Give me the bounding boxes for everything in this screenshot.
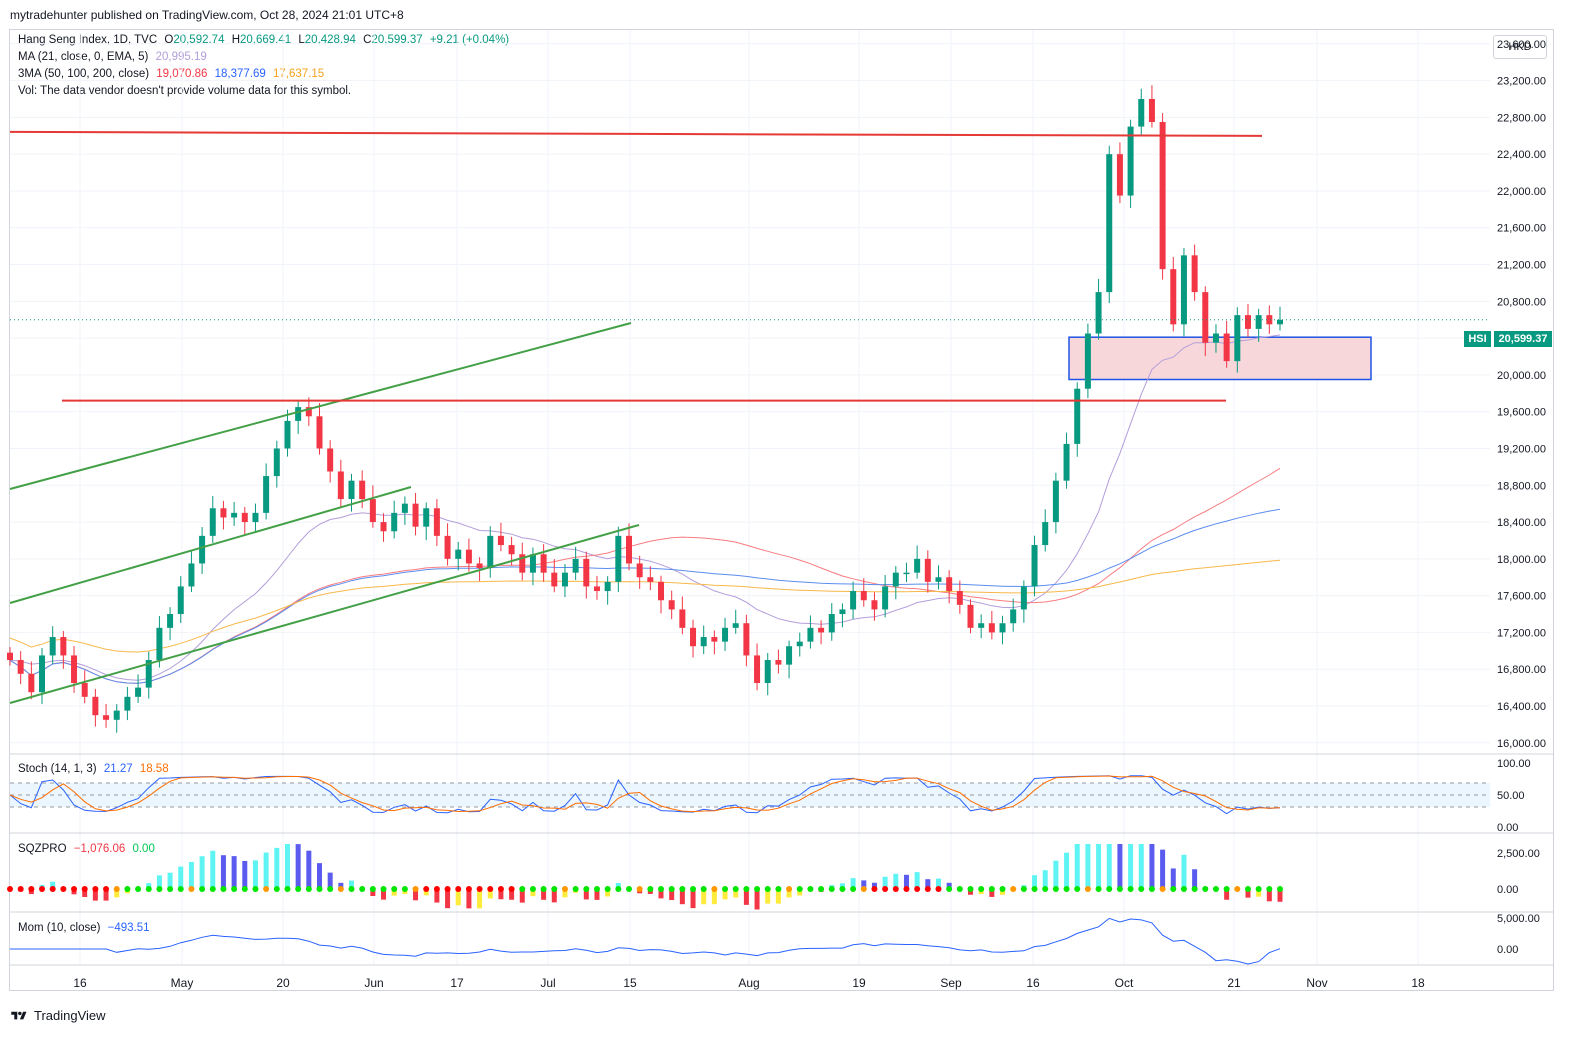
publisher-line: mytradehunter published on TradingView.c… bbox=[10, 8, 404, 22]
legend-volume: Vol: The data vendor doesn't provide vol… bbox=[18, 85, 352, 97]
sqz-legend: SQZPRO −1,076.06 0.00 bbox=[18, 843, 159, 855]
ma-label: MA (21, close, 0, EMA, 5) bbox=[18, 51, 149, 63]
stoch-d: 18.58 bbox=[139, 763, 169, 775]
tma-v2: 18,377.69 bbox=[214, 68, 266, 80]
tma-v1: 19,070.86 bbox=[156, 68, 208, 80]
stoch-legend: Stoch (14, 1, 3) 21.27 18.58 bbox=[18, 763, 173, 775]
ma-value: 20,995.19 bbox=[155, 51, 207, 63]
mom-value: −493.51 bbox=[107, 922, 150, 934]
tma-v3: 17,637.15 bbox=[273, 68, 325, 80]
legend-ohlc: Hang Seng Index, 1D, TVC O20,592.74 H20,… bbox=[18, 34, 510, 46]
sqz-value2: 0.00 bbox=[132, 843, 155, 855]
legend-high: 20,669.41 bbox=[240, 34, 292, 46]
stoch-label: Stoch (14, 1, 3) bbox=[18, 763, 97, 775]
legend-symbol: Hang Seng Index, 1D, TVC bbox=[18, 34, 158, 46]
chart-frame bbox=[9, 29, 1554, 991]
mom-legend: Mom (10, close) −493.51 bbox=[18, 922, 154, 934]
mom-label: Mom (10, close) bbox=[18, 922, 101, 934]
tma-label: 3MA (50, 100, 200, close) bbox=[18, 68, 150, 80]
stoch-k: 21.27 bbox=[103, 763, 133, 775]
sqz-label: SQZPRO bbox=[18, 843, 67, 855]
legend-change: +9.21 (+0.04%) bbox=[429, 34, 510, 46]
legend-low: 20,428.94 bbox=[304, 34, 356, 46]
sqz-value: −1,076.06 bbox=[73, 843, 126, 855]
footer-brand: TradingView bbox=[34, 1008, 106, 1023]
legend-open: 20,592.74 bbox=[173, 34, 225, 46]
currency-button[interactable]: HKD bbox=[1493, 35, 1547, 59]
legend-3ma: 3MA (50, 100, 200, close) 19,070.86 18,3… bbox=[18, 68, 328, 80]
tradingview-logo-icon bbox=[11, 1011, 27, 1019]
footer: TradingView bbox=[10, 1008, 106, 1023]
legend-ma: MA (21, close, 0, EMA, 5) 20,995.19 bbox=[18, 51, 211, 63]
legend-close: 20,599.37 bbox=[371, 34, 423, 46]
price-value-tag: 20,599.37 bbox=[1494, 331, 1552, 347]
price-symbol-tag: HSI bbox=[1464, 331, 1491, 347]
